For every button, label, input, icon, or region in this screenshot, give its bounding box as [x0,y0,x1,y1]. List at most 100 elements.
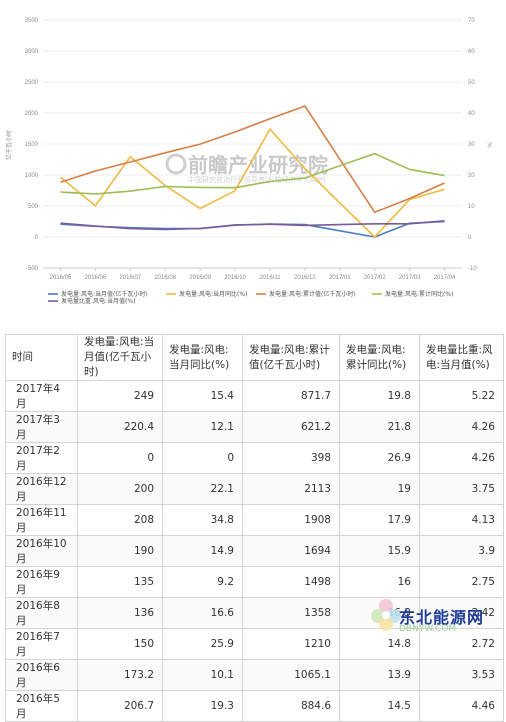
cell-monthly-yoy: 15.4 [162,380,243,412]
cell-cumulative-yoy: 15.9 [339,535,420,567]
cell-share: 3.9 [419,535,504,567]
legend: 发电量:风电:当月值(亿千瓦小时) 发电量:风电:当月同比(%) 发电量:风电:累计… [48,290,453,305]
cell-share: 4.46 [419,690,504,722]
corner-logo-sub: DBNYW.COM [399,624,457,634]
x-tick-label: 2017/02 [364,275,386,281]
cell-monthly-yoy: 16.6 [162,597,243,629]
cell-cumulative-value: 621.2 [242,411,340,443]
y-right-tick-label: 50 [468,80,475,86]
x-tick-label: 2016/09 [189,275,211,281]
cell-time: 2016年9月 [5,566,78,598]
watermark-main: 前瞻产业研究院 [188,153,328,177]
cell-time: 2017年3月 [5,411,78,443]
corner-logo-text: 东北能源网 [399,608,485,627]
series-line-4 [60,152,445,195]
table-row: 2016年9月 135 9.2 1498 16 2.75 [5,566,504,598]
cell-cumulative-value: 1210 [242,628,340,660]
table-row: 2016年5月 206.7 19.3 884.6 14.5 4.46 [5,690,504,722]
table-row: 2017年4月 249 15.4 871.7 19.8 5.22 [5,380,504,412]
cell-time: 2016年6月 [5,659,78,691]
cell-time: 2016年11月 [5,504,78,536]
x-tick-label: 2016/12 [294,275,316,281]
y-right-tick-label: 20 [468,173,475,179]
y-right-tick-label: 30 [468,142,475,148]
cell-cumulative-yoy: 13.9 [339,659,420,691]
y-left-tick-label: 3500 [25,18,39,24]
table-row: 2016年12月 200 22.1 2113 19 3.75 [5,473,504,505]
cell-monthly-value: 150 [77,628,163,660]
y-left-tick-label: 2000 [25,111,39,117]
cell-monthly-yoy: 12.1 [162,411,243,443]
watermark-sub: 中国研究咨询行业领导者(前瞻经济学人APP) [188,175,326,184]
cell-cumulative-yoy: 26.9 [339,442,420,474]
cell-time: 2016年8月 [5,597,78,629]
table-row: 2016年6月 173.2 10.1 1065.1 13.9 3.53 [5,659,504,691]
data-table-wrapper: 时间 发电量:风电:当月值(亿千瓦小时) 发电量:风电:当月同比(%) 发电量:… [5,334,504,722]
axis-layer: -500 0 500 1000 1500 2000 2500 3000 3500 -10 0 10 20… [5,18,494,281]
cell-cumulative-yoy: 19.8 [339,380,420,412]
cell-monthly-yoy: 14.9 [162,535,243,567]
y-left-tick-label: 0 [35,235,39,241]
cell-time: 2016年10月 [5,535,78,567]
header-cumulative-yoy: 发电量:风电:累计同比(%) [339,334,420,381]
y-right-tick-label: 40 [468,111,475,117]
table-row: 2016年11月 208 34.8 1908 17.9 4.13 [5,504,504,536]
y-right-tick-label: -10 [468,266,477,272]
cell-monthly-yoy: 0 [162,442,243,474]
y-right-tick-label: 0 [468,235,472,241]
cell-monthly-yoy: 22.1 [162,473,243,505]
y-right-tick-label: 60 [468,49,475,55]
table-row: 2017年2月 0 0 398 26.9 4.26 [5,442,504,474]
cell-monthly-value: 208 [77,504,163,536]
legend-label: 发电量比重:风电:当月值(%) [61,297,135,305]
table-row: 2017年3月 220.4 12.1 621.2 21.8 4.26 [5,411,504,443]
legend-label: 发电量:风电:累计同比(%) [385,290,453,298]
cell-share: 3.53 [419,659,504,691]
cell-cumulative-value: 2113 [242,473,340,505]
watermark-logo-icon [165,153,187,175]
x-tick-label: 2016/06 [85,275,107,281]
table-body: 2017年4月 249 15.4 871.7 19.8 5.22 2017年3月 220.4… [5,380,504,722]
legend-label: 发电量:风电:当月同比(%) [179,290,247,298]
cell-monthly-value: 200 [77,473,163,505]
x-tick-label: 2017/03 [399,275,421,281]
cell-cumulative-yoy: 21.8 [339,411,420,443]
y-left-tick-label: 3000 [25,49,39,55]
cell-monthly-value: 220.4 [77,411,163,443]
wind-power-line-chart: 前瞻产业研究院 中国研究咨询行业领导者(前瞻经济学人APP) -50005001… [5,18,494,305]
cell-share: 4.26 [419,411,504,443]
x-tick-label: 2016/11 [259,275,281,281]
header-monthly-value: 发电量:风电:当月值(亿千瓦小时) [77,334,163,381]
cell-time: 2017年2月 [5,442,78,474]
cell-monthly-value: 173.2 [77,659,163,691]
cell-monthly-value: 190 [77,535,163,567]
data-table: 时间 发电量:风电:当月值(亿千瓦小时) 发电量:风电:当月同比(%) 发电量:… [5,334,504,722]
y-left-tick-label: 1000 [25,173,39,179]
cell-monthly-value: 206.7 [77,690,163,722]
cell-cumulative-value: 1065.1 [242,659,340,691]
x-tick-label: 2016/10 [224,275,246,281]
y-left-axis-title: 亿千瓦小时 [5,130,13,160]
cell-monthly-value: 136 [77,597,163,629]
cell-share: 2.75 [419,566,504,598]
table-row: 2016年10月 190 14.9 1694 15.9 3.9 [5,535,504,567]
cell-cumulative-value: 398 [242,442,340,474]
cell-time: 2017年4月 [5,380,78,412]
cell-cumulative-value: 884.6 [242,690,340,722]
cell-time: 2016年5月 [5,690,78,722]
cell-monthly-value: 249 [77,380,163,412]
series-layer [59,105,445,238]
watermark: 前瞻产业研究院 中国研究咨询行业领导者(前瞻经济学人APP) [165,153,328,184]
header-monthly-yoy: 发电量:风电:当月同比(%) [162,334,243,381]
cell-cumulative-value: 1498 [242,566,340,598]
cell-share: 4.26 [419,442,504,474]
y-right-tick-label: 70 [468,18,475,24]
cell-monthly-yoy: 19.3 [162,690,243,722]
cell-monthly-value: 135 [77,566,163,598]
table-header-row: 时间 发电量:风电:当月值(亿千瓦小时) 发电量:风电:当月同比(%) 发电量:… [5,334,504,381]
cell-cumulative-value: 1358 [242,597,340,629]
cell-monthly-yoy: 34.8 [162,504,243,536]
x-tick-label: 2017/01 [329,275,351,281]
cell-monthly-value: 0 [77,442,163,474]
y-right-tick-label: 10 [468,204,475,210]
